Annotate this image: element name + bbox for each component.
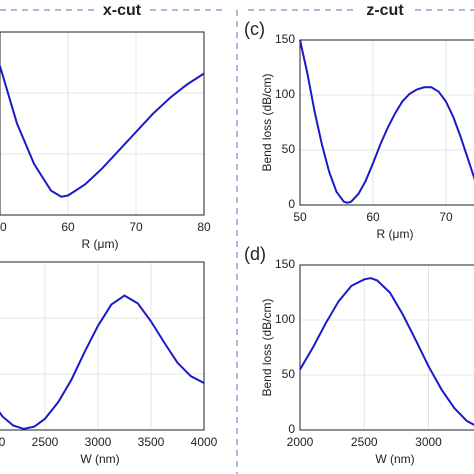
axes-box <box>0 31 205 216</box>
plot-area <box>300 265 474 430</box>
curve <box>299 39 474 204</box>
x-tick-label: 60 <box>366 210 380 224</box>
plot-area <box>300 40 474 205</box>
x-tick-label: 2000 <box>287 435 314 449</box>
panel-label: (d) <box>244 244 266 264</box>
y-tick-label: 50 <box>282 367 296 381</box>
x-tick-label: 70 <box>129 220 143 234</box>
x-tick-label: 50 <box>293 210 307 224</box>
y-tick-label: 50 <box>282 142 296 156</box>
y-tick-label: 0 <box>288 422 295 436</box>
x-tick-label: 3000 <box>415 435 442 449</box>
axes-box <box>0 261 205 431</box>
y-tick-label: 150 <box>275 257 295 271</box>
curve <box>0 294 205 430</box>
x-axis-label: W (nm) <box>375 452 414 466</box>
heading: x-cut <box>103 2 142 19</box>
x-axis-label: R (μm) <box>82 237 119 251</box>
x-tick-label: 50 <box>0 220 7 234</box>
heading: z-cut <box>366 2 404 19</box>
y-tick-label: 150 <box>275 32 295 46</box>
x-tick-label: 60 <box>61 220 75 234</box>
x-tick-label: 80 <box>197 220 211 234</box>
x-tick-label: 2500 <box>32 435 59 449</box>
x-tick-label: 2000 <box>0 435 6 449</box>
x-tick-label: 2500 <box>351 435 378 449</box>
x-axis-label: R (μm) <box>377 227 414 241</box>
axes-box <box>299 39 474 206</box>
plot-area <box>0 32 204 215</box>
y-tick-label: 0 <box>288 197 295 211</box>
y-axis-label: Bend loss (dB/cm) <box>260 298 274 396</box>
x-axis-label: W (nm) <box>80 452 119 466</box>
x-tick-label: 3000 <box>85 435 112 449</box>
plot-area <box>0 262 204 430</box>
y-tick-label: 100 <box>275 312 295 326</box>
curve <box>0 65 205 198</box>
x-tick-label: 3500 <box>138 435 165 449</box>
panel-label: (c) <box>244 19 265 39</box>
x-tick-label: 70 <box>439 210 453 224</box>
x-tick-label: 4000 <box>191 435 218 449</box>
axes-box <box>299 264 474 431</box>
y-tick-label: 100 <box>275 87 295 101</box>
y-axis-label: Bend loss (dB/cm) <box>260 73 274 171</box>
curve <box>299 277 474 426</box>
